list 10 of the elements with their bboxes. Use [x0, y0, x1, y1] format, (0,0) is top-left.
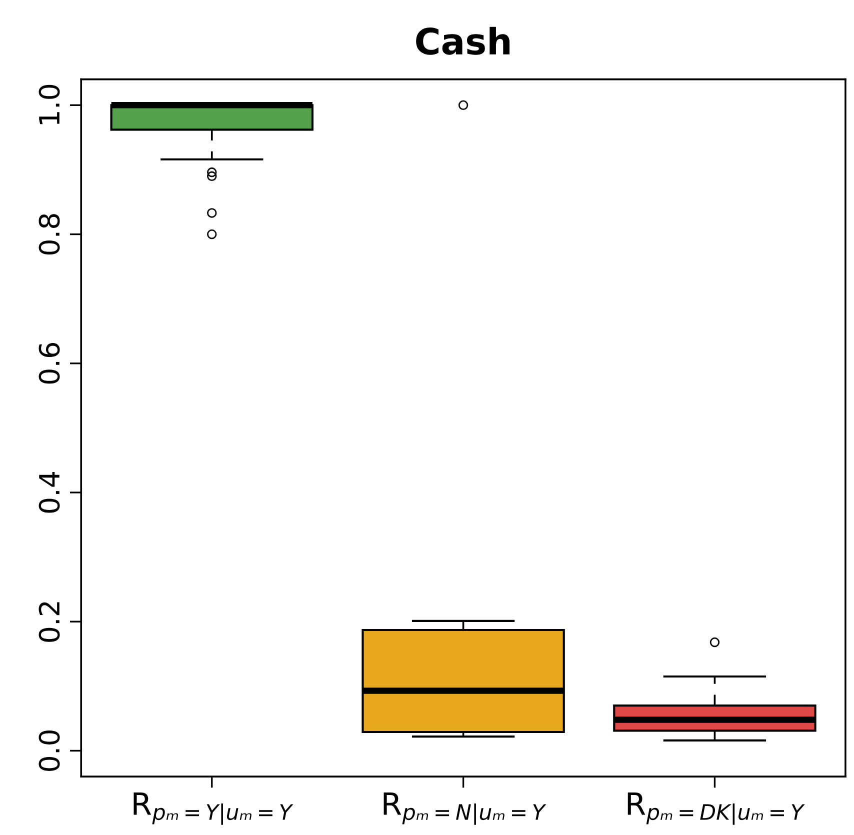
y-tick-label: 1.0 [38, 84, 60, 124]
y-tick-label: 0.0 [38, 730, 60, 771]
x-tick-label: R$_{pₘ=N|uₘ=Y}$ [384, 792, 546, 825]
chart-title: Cash [416, 26, 510, 55]
y-tick-label: 0.4 [38, 472, 60, 513]
x-tick-label: R$_{pₘ=DK|uₘ=Y}$ [628, 792, 805, 825]
y-tick-label: 0.2 [38, 602, 60, 642]
x-tick-label: R$_{pₘ=Y|uₘ=Y}$ [134, 792, 294, 825]
y-tick-label: 0.8 [38, 214, 60, 255]
y-tick-label: 0.6 [38, 343, 60, 384]
